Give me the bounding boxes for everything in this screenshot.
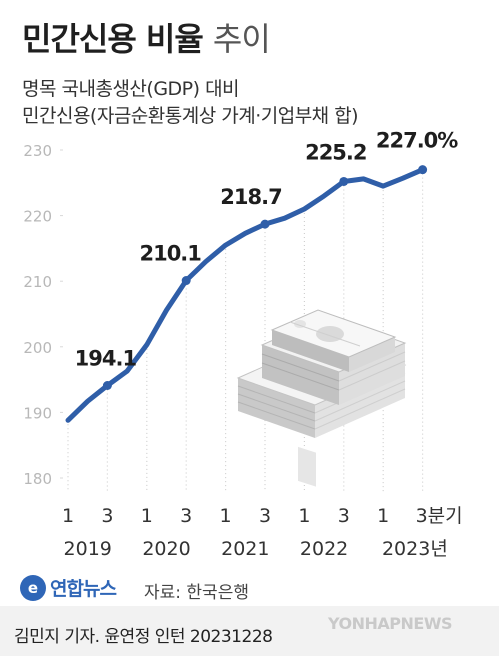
banknote-stack-illustration <box>236 309 407 487</box>
x-tick-label: 1 <box>62 505 74 527</box>
yonhap-logo: e 연합뉴스 <box>20 574 117 601</box>
chart-title-main: 민간신용 비율 <box>22 20 204 58</box>
x-tick-label: 1 <box>220 505 232 527</box>
x-year-label: 2019 <box>64 538 112 560</box>
data-labels: 194.1 210.1 218.7 225.2 227.0% <box>75 129 460 371</box>
yonhap-logo-icon: e <box>20 574 46 601</box>
chart-subtitle-line2: 민간신용(자금순환통계상 가계·기업부채 합) <box>22 105 359 127</box>
x-tick-label: 3 <box>180 505 192 527</box>
data-point <box>102 381 112 391</box>
yonhap-logo-text: 연합뉴스 <box>50 578 117 600</box>
data-point <box>418 165 428 175</box>
x-year-label: 2021 <box>221 538 269 560</box>
x-year-label: 2020 <box>142 538 190 560</box>
chart-subtitle-line1: 명목 국내총생산(GDP) 대비 <box>22 78 240 100</box>
yonhapnews-watermark: YONHAPNEWS <box>328 614 453 633</box>
x-tick-label: 3 <box>101 505 113 527</box>
data-point <box>181 276 191 286</box>
chart-title-suffix: 추이 <box>212 20 271 58</box>
x-axis: 1 3 1 3 1 3 1 3 1 3분기 2019 2020 2021 2022 2023년 <box>62 505 463 560</box>
chart-title: 민간신용 비율 추이 <box>22 14 271 60</box>
data-label: 227.0% <box>376 129 458 153</box>
y-tick-label: 230 <box>23 142 52 160</box>
reporter-credit: 김민지 기자. 윤연정 인턴 20231228 <box>14 627 273 647</box>
credit-bar <box>0 606 499 656</box>
y-tick-label: 220 <box>23 208 52 226</box>
x-tick-label: 3 <box>259 505 271 527</box>
x-tick-label: 1 <box>377 505 389 527</box>
data-point <box>339 176 349 186</box>
x-year-label: 2022 <box>300 538 348 560</box>
y-tick-label: 180 <box>23 470 52 488</box>
data-label: 225.2 <box>305 140 366 164</box>
data-label: 218.7 <box>220 185 281 209</box>
x-year-label: 2023년 <box>382 538 448 560</box>
x-tick-label: 1 <box>298 505 310 527</box>
data-label: 194.1 <box>75 347 137 371</box>
x-tick-label: 3 <box>338 505 350 527</box>
y-tick-label: 210 <box>23 273 52 291</box>
data-label: 210.1 <box>139 242 201 266</box>
x-tick-label: 3분기 <box>416 505 463 527</box>
line-chart: 180 190 200 210 220 230 194.1 210.1 218.7 225.2 2… <box>23 129 463 560</box>
x-tick-label: 1 <box>141 505 153 527</box>
series-line <box>65 167 426 423</box>
x-axis-dotted-guides <box>67 173 424 492</box>
source-note: 자료: 한국은행 <box>144 583 249 603</box>
data-point <box>260 219 270 229</box>
y-tick-label: 190 <box>23 404 52 422</box>
y-axis: 180 190 200 210 220 230 <box>23 142 63 488</box>
data-point-markers <box>102 165 428 391</box>
y-tick-label: 200 <box>23 339 52 357</box>
